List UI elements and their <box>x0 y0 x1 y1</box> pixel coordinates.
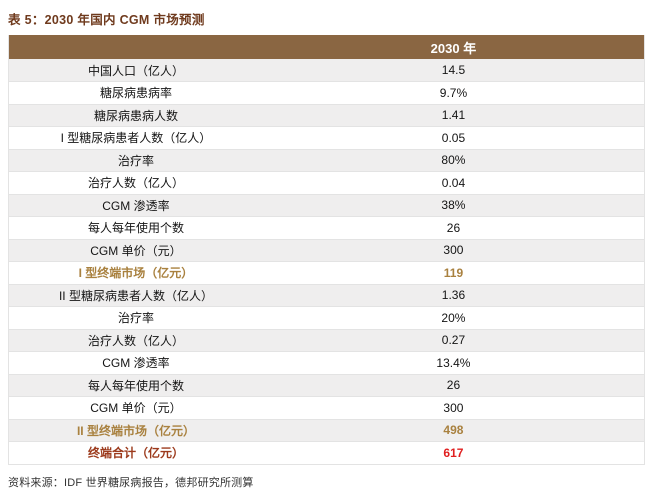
row-label: I 型糖尿病患者人数（亿人） <box>8 126 263 150</box>
table-header: 2030 年 <box>8 35 645 59</box>
row-value: 0.04 <box>262 171 645 195</box>
row-label: 治疗人数（亿人） <box>8 329 263 352</box>
row-label: 糖尿病患病人数 <box>8 104 263 127</box>
row-value: 14.5 <box>262 59 645 82</box>
table-row-type2-total: II 型终端市场（亿元） 498 <box>8 419 645 442</box>
row-value: 300 <box>262 239 645 262</box>
row-label: CGM 渗透率 <box>8 194 263 217</box>
table-row: II 型糖尿病患者人数（亿人） 1.36 <box>8 284 645 307</box>
row-value: 1.41 <box>262 104 645 127</box>
header-year-cell: 2030 年 <box>262 35 645 59</box>
row-value: 80% <box>262 149 645 172</box>
table-row: 中国人口（亿人） 14.5 <box>8 59 645 82</box>
table-body: 中国人口（亿人） 14.5 糖尿病患病率 9.7% 糖尿病患病人数 1.41 I… <box>8 59 645 465</box>
row-label: 中国人口（亿人） <box>8 59 263 82</box>
row-label: CGM 渗透率 <box>8 351 263 375</box>
row-value: 26 <box>262 374 645 397</box>
table-row: CGM 渗透率 38% <box>8 194 645 217</box>
row-value: 9.7% <box>262 81 645 105</box>
table-row: 糖尿病患病人数 1.41 <box>8 104 645 127</box>
table-row-type1-total: I 型终端市场（亿元） 119 <box>8 261 645 285</box>
cgm-forecast-table: 2030 年 中国人口（亿人） 14.5 糖尿病患病率 9.7% 糖尿病患病人数… <box>8 35 645 465</box>
row-label: 终端合计（亿元） <box>8 441 263 465</box>
header-row: 2030 年 <box>8 35 645 59</box>
row-value: 38% <box>262 194 645 217</box>
row-value: 13.4% <box>262 351 645 375</box>
row-value: 1.36 <box>262 284 645 307</box>
table-row: I 型糖尿病患者人数（亿人） 0.05 <box>8 126 645 150</box>
table-row: 治疗率 80% <box>8 149 645 172</box>
row-value: 617 <box>262 441 645 465</box>
row-label: CGM 单价（元） <box>8 239 263 262</box>
row-label: 治疗率 <box>8 306 263 330</box>
source-note: 资料来源：IDF 世界糖尿病报告，德邦研究所测算 <box>8 476 254 489</box>
row-label: 每人每年使用个数 <box>8 216 263 240</box>
table-row: 治疗人数（亿人） 0.27 <box>8 329 645 352</box>
row-value: 300 <box>262 396 645 420</box>
row-label: I 型终端市场（亿元） <box>8 261 263 285</box>
row-value: 498 <box>262 419 645 442</box>
row-value: 0.27 <box>262 329 645 352</box>
row-label: CGM 单价（元） <box>8 396 263 420</box>
row-value: 0.05 <box>262 126 645 150</box>
table-row: 每人每年使用个数 26 <box>8 374 645 397</box>
table-row: 治疗人数（亿人） 0.04 <box>8 171 645 195</box>
table-row: CGM 单价（元） 300 <box>8 239 645 262</box>
row-value: 119 <box>262 261 645 285</box>
row-label: II 型终端市场（亿元） <box>8 419 263 442</box>
table-title: 表 5：2030 年国内 CGM 市场预测 <box>8 13 205 27</box>
row-value: 20% <box>262 306 645 330</box>
table-row-grand-total: 终端合计（亿元） 617 <box>8 441 645 465</box>
row-label: II 型糖尿病患者人数（亿人） <box>8 284 263 307</box>
table-row: 糖尿病患病率 9.7% <box>8 81 645 105</box>
row-label: 糖尿病患病率 <box>8 81 263 105</box>
table-row: 治疗率 20% <box>8 306 645 330</box>
header-empty-cell <box>8 35 263 59</box>
table-row: CGM 渗透率 13.4% <box>8 351 645 375</box>
table-row: 每人每年使用个数 26 <box>8 216 645 240</box>
table-row: CGM 单价（元） 300 <box>8 396 645 420</box>
row-value: 26 <box>262 216 645 240</box>
row-label: 治疗人数（亿人） <box>8 171 263 195</box>
row-label: 每人每年使用个数 <box>8 374 263 397</box>
row-label: 治疗率 <box>8 149 263 172</box>
